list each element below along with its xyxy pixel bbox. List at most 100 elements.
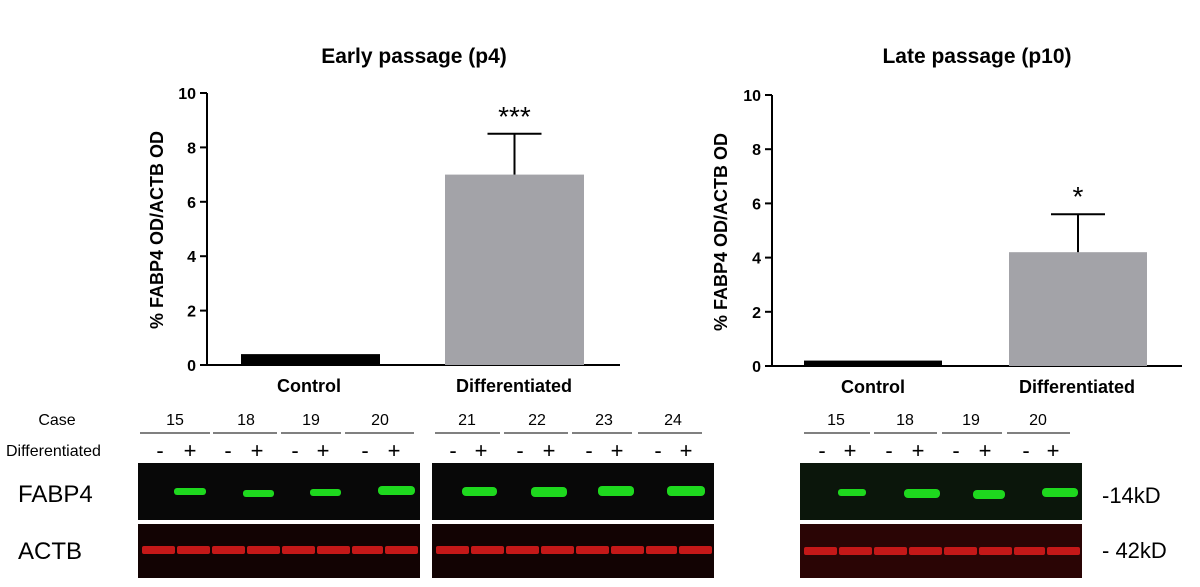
blot-minus-18a: -	[224, 438, 231, 463]
chart-early-title: Early passage (p4)	[321, 45, 507, 68]
blot-plus-18a: +	[251, 438, 264, 463]
blot-actb-band	[142, 546, 175, 554]
blot-actb-band	[611, 546, 644, 554]
blot-plus-21: +	[475, 438, 488, 463]
blot-actb-band	[944, 547, 977, 555]
chart-early-tick-0: 0	[187, 358, 207, 375]
blot-plus-19b: +	[979, 438, 992, 463]
blot-case-15a: 15	[166, 412, 184, 429]
chart-early-tick-10: 10	[178, 86, 207, 103]
chart-late-category-differentiated: Differentiated	[1019, 377, 1135, 397]
blot-lane-group-20b: 20 - +	[1007, 412, 1080, 555]
blot-lane-group-22: 22 - +	[504, 412, 574, 554]
blot-fabp4-band	[838, 489, 866, 496]
blot-lane-group-20a: 20 - +	[345, 412, 418, 554]
blot-actb-label: ACTB	[18, 538, 82, 565]
blot-case-18a: 18	[237, 412, 255, 429]
blot-plus-15a: +	[184, 438, 197, 463]
chart-late-tick-6: 6	[752, 196, 772, 213]
chart-late-tick-label-8: 8	[752, 142, 761, 159]
blot-actb-band	[177, 546, 210, 554]
blot-actb-band	[541, 546, 574, 554]
blot-actb-band	[436, 546, 469, 554]
blot-fabp4-band	[174, 488, 206, 495]
blot-actb-band	[471, 546, 504, 554]
blot-minus-21: -	[449, 438, 456, 463]
blot-lane-group-15a: 15 - +	[140, 412, 210, 554]
blot-block-early-a: 15 - + 18 - + 19 - +	[138, 412, 420, 578]
chart-early-tick-label-0: 0	[187, 358, 196, 375]
western-blot-panel: Case Differentiated FABP4 ACTB -14kD - 4…	[6, 412, 1167, 578]
blot-lane-group-18b: 18 - +	[874, 412, 942, 555]
blot-fabp4-kd: -14kD	[1102, 483, 1161, 508]
blot-actb-band	[212, 546, 245, 554]
blot-case-20a: 20	[371, 412, 389, 429]
chart-late-tick-label-6: 6	[752, 196, 761, 213]
blot-minus-19a: -	[291, 438, 298, 463]
blot-actb-band	[874, 547, 907, 555]
blot-fabp4-band	[904, 489, 940, 498]
chart-late-passage: Late passage (p10) % FABP4 OD/ACTB OD 0 …	[711, 45, 1182, 397]
blot-fabp4-label: FABP4	[18, 481, 93, 508]
blot-fabp4-band	[378, 486, 415, 495]
blot-plus-20a: +	[388, 438, 401, 463]
blot-case-20b: 20	[1029, 412, 1047, 429]
blot-case-21: 21	[458, 412, 476, 429]
blot-fabp4-band	[973, 490, 1005, 499]
blot-plus-20b: +	[1047, 438, 1060, 463]
blot-fabp4-band	[598, 486, 634, 496]
blot-minus-15a: -	[156, 438, 163, 463]
blot-case-19b: 19	[962, 412, 980, 429]
blot-lane-group-23: 23 - +	[572, 412, 644, 554]
blot-minus-23: -	[585, 438, 592, 463]
blot-plus-19a: +	[317, 438, 330, 463]
blot-minus-19b: -	[952, 438, 959, 463]
blot-actb-kd: - 42kD	[1102, 538, 1167, 563]
blot-plus-23: +	[611, 438, 624, 463]
chart-late-tick-4: 4	[752, 251, 772, 268]
blot-lane-group-18a: 18 - +	[212, 412, 280, 554]
chart-early-significance-differentiated: ***	[498, 101, 531, 132]
chart-late-tick-label-0: 0	[752, 359, 761, 376]
chart-late-tick-label-4: 4	[752, 251, 761, 268]
chart-late-y-axis-label: % FABP4 OD/ACTB OD	[711, 133, 731, 331]
blot-actb-band	[247, 546, 280, 554]
blot-block-late: 15 - + 18 - + 19 - +	[800, 412, 1082, 578]
blot-actb-band	[1014, 547, 1045, 555]
blot-case-23: 23	[595, 412, 613, 429]
blot-fabp4-band	[243, 490, 274, 497]
chart-early-tick-label-10: 10	[178, 86, 196, 103]
chart-early-tick-4: 4	[187, 249, 207, 266]
chart-late-significance-differentiated: *	[1073, 181, 1084, 212]
chart-early-tick-6: 6	[187, 195, 207, 212]
blot-plus-15b: +	[844, 438, 857, 463]
blot-fabp4-band	[310, 489, 341, 496]
blot-actb-band	[506, 546, 539, 554]
blot-actb-band	[646, 546, 677, 554]
blot-minus-22: -	[516, 438, 523, 463]
blot-case-19a: 19	[302, 412, 320, 429]
chart-early-tick-label-8: 8	[187, 140, 196, 157]
chart-late-tick-2: 2	[752, 305, 772, 322]
blot-actb-band	[839, 547, 872, 555]
blot-case-18b: 18	[896, 412, 914, 429]
chart-early-passage: Early passage (p4) % FABP4 OD/ACTB OD 0 …	[147, 45, 620, 396]
blot-actb-band	[909, 547, 942, 555]
blot-lane-group-15b: 15 - +	[804, 412, 872, 555]
blot-fabp4-band	[531, 487, 567, 497]
blot-plus-18b: +	[912, 438, 925, 463]
blot-case-22: 22	[528, 412, 546, 429]
blot-minus-20b: -	[1022, 438, 1029, 463]
blot-lane-group-21: 21 - +	[435, 412, 504, 554]
chart-late-bar-differentiated	[1009, 252, 1147, 366]
blot-fabp4-band	[462, 487, 497, 496]
blot-actb-band	[1047, 547, 1080, 555]
blot-case-15b: 15	[827, 412, 845, 429]
chart-early-tick-label-2: 2	[187, 304, 196, 321]
blot-actb-band	[385, 546, 418, 554]
blot-fabp4-band	[667, 486, 705, 496]
blot-case-24: 24	[664, 412, 682, 429]
chart-early-tick-label-4: 4	[187, 249, 196, 266]
blot-minus-20a: -	[361, 438, 368, 463]
